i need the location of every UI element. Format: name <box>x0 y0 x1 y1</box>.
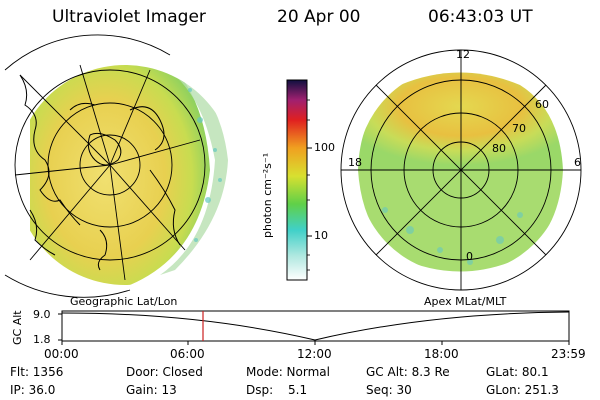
xtick-1800: 18:00 <box>424 347 459 361</box>
info-gain: Gain: 13 <box>126 383 177 397</box>
mlt-label-18: 18 <box>348 156 362 169</box>
apex-polar-image <box>340 49 582 291</box>
xtick-0600: 06:00 <box>170 347 205 361</box>
info-dsp-value: 5.1 <box>288 383 308 397</box>
xtick-0000: 00:00 <box>44 347 79 361</box>
info-door: Door: Closed <box>126 365 203 379</box>
right-panel-label: Apex MLat/MLT <box>424 295 507 308</box>
app-title: Ultraviolet Imager <box>52 7 206 27</box>
info-glat: GLat: 80.1 <box>486 365 549 379</box>
left-panel-label: Geographic Lat/Lon <box>70 295 178 308</box>
info-gc-alt: GC Alt: 8.3 Re <box>366 365 450 379</box>
colorbar-unit-label: photon cm⁻²s⁻¹ <box>261 152 274 238</box>
mlt-label-6: 6 <box>574 156 581 169</box>
lat-label-80: 80 <box>492 142 506 155</box>
info-dsp-label: Dsp: <box>246 383 274 397</box>
xtick-2359: 23:59 <box>551 347 586 361</box>
colorbar-tick-10: 10 <box>314 229 328 242</box>
info-mode: Mode: Normal <box>246 365 330 379</box>
colorbar-tick-100: 100 <box>314 141 335 154</box>
info-ip: IP: 36.0 <box>10 383 56 397</box>
altitude-plot <box>58 310 570 345</box>
altitude-ylabel: GC Alt <box>11 310 24 345</box>
lat-label-70: 70 <box>512 122 526 135</box>
time-label: 06:43:03 UT <box>428 7 533 27</box>
date-label: 20 Apr 00 <box>277 7 361 27</box>
colorbar <box>286 79 312 281</box>
xtick-1200: 12:00 <box>297 347 332 361</box>
geographic-image <box>4 34 228 298</box>
mlt-label-12: 12 <box>456 48 470 61</box>
info-flt: Flt: 1356 <box>10 365 64 379</box>
mlt-label-0: 0 <box>466 250 473 263</box>
altitude-ytick-low: 1.8 <box>33 333 51 346</box>
info-seq: Seq: 30 <box>366 383 412 397</box>
altitude-ytick-high: 9.0 <box>33 308 51 321</box>
info-glon: GLon: 251.3 <box>486 383 559 397</box>
lat-label-60: 60 <box>535 98 549 111</box>
